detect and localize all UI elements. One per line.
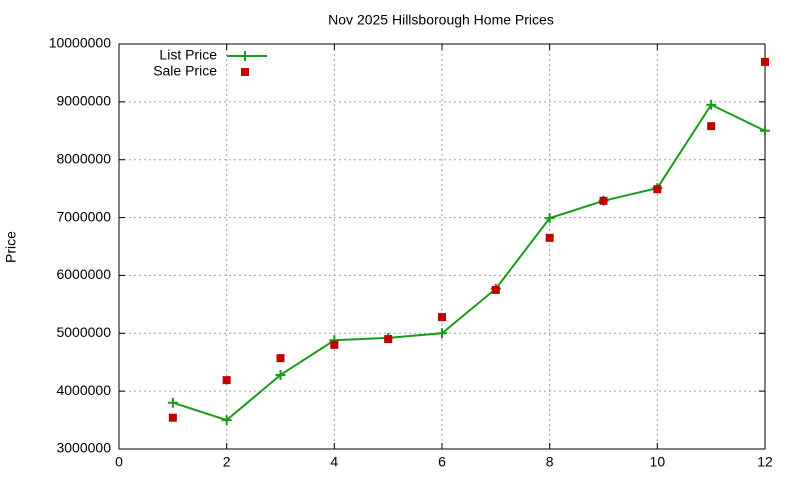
data-point xyxy=(168,413,177,422)
data-point xyxy=(437,328,447,339)
x-tick-label: 2 xyxy=(223,454,231,470)
data-point xyxy=(167,397,178,408)
data-point xyxy=(545,233,554,242)
x-tick-label: 8 xyxy=(546,454,554,470)
data-point xyxy=(438,313,446,322)
plot-border xyxy=(118,43,766,450)
y-tick-label: 6000000 xyxy=(56,266,111,282)
legend-marker xyxy=(241,68,249,76)
data-point xyxy=(276,354,285,363)
data-point xyxy=(222,376,231,385)
y-tick-label: 7000000 xyxy=(56,208,111,224)
legend-marker xyxy=(240,51,250,61)
x-tick-label: 10 xyxy=(650,454,666,470)
data-point xyxy=(653,185,662,194)
data-point xyxy=(760,125,770,136)
x-tick-label: 12 xyxy=(757,454,773,470)
data-point xyxy=(275,369,286,380)
data-point xyxy=(491,285,500,294)
data-point xyxy=(330,340,339,349)
data-point xyxy=(761,57,769,66)
y-tick-label: 4000000 xyxy=(56,382,111,398)
data-point xyxy=(706,99,717,110)
data-point xyxy=(384,335,393,344)
data-point xyxy=(544,213,555,224)
data-point xyxy=(599,196,608,205)
series-line xyxy=(172,103,766,422)
y-tick-label: 5000000 xyxy=(56,324,111,340)
y-axis-label: Price xyxy=(3,231,19,263)
x-tick-label: 0 xyxy=(115,454,123,470)
y-tick-label: 9000000 xyxy=(56,93,111,109)
data-point xyxy=(707,122,716,131)
y-tick-label: 3000000 xyxy=(56,440,111,456)
y-tick-label: 8000000 xyxy=(56,150,111,166)
data-point xyxy=(221,415,232,426)
legend-label: List Price xyxy=(159,47,217,63)
chart-title: Nov 2025 Hillsborough Home Prices xyxy=(328,12,554,28)
legend-label: Sale Price xyxy=(153,63,217,79)
x-tick-label: 4 xyxy=(330,454,338,470)
y-tick-label: 10000000 xyxy=(49,35,112,51)
x-tick-label: 6 xyxy=(438,454,446,470)
